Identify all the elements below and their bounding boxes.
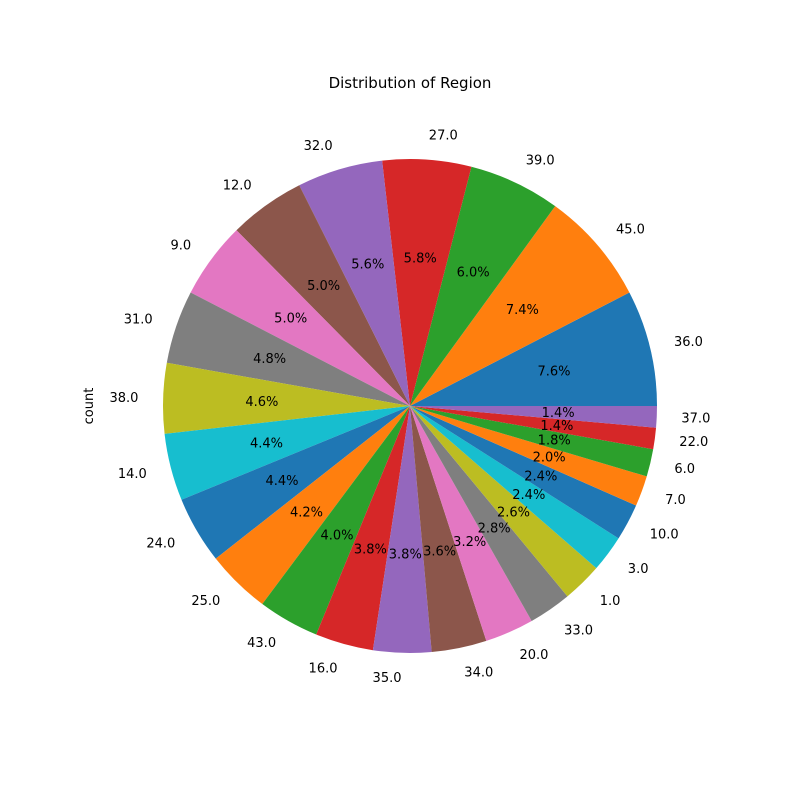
- category-labels: 36.0 45.0 39.0 27.0 32.0 12.0 9.0 31.0 38.0 14.0 2…: [109, 128, 710, 686]
- category-label: 45.0: [616, 222, 645, 237]
- pie-slice-7-0: [410, 406, 647, 506]
- percent-label: 5.8%: [404, 252, 437, 267]
- pie-slice-27-0: [382, 159, 472, 406]
- pie-slice-35-0: [372, 406, 432, 654]
- category-label: 7.0: [665, 493, 686, 508]
- percent-label: 4.4%: [250, 436, 283, 451]
- percent-labels: 7.6% 7.4% 6.0% 5.8% 5.6% 5.0% 5.0% 4.8% 4.6% 4.4%…: [245, 252, 574, 563]
- percent-label: 5.0%: [307, 279, 340, 294]
- category-label: 3.0: [628, 562, 649, 577]
- percent-label: 4.4%: [265, 474, 298, 489]
- category-label: 39.0: [526, 154, 555, 169]
- category-label: 14.0: [118, 467, 147, 482]
- pie-slice-38-0: [162, 362, 410, 434]
- category-label: 1.0: [600, 594, 621, 609]
- category-label: 32.0: [304, 139, 333, 154]
- percent-label: 2.4%: [524, 469, 557, 484]
- percent-label: 5.0%: [274, 312, 307, 327]
- percent-label: 3.8%: [354, 542, 387, 557]
- percent-label: 3.6%: [423, 545, 456, 560]
- category-label: 31.0: [124, 312, 153, 327]
- pie-slice-14-0: [164, 406, 410, 500]
- category-label: 27.0: [429, 128, 458, 143]
- category-label: 35.0: [373, 671, 402, 686]
- pie-slice-34-0: [410, 406, 487, 653]
- category-label: 25.0: [191, 594, 220, 609]
- percent-label: 4.0%: [320, 529, 353, 544]
- category-label: 12.0: [223, 179, 252, 194]
- category-label: 22.0: [679, 435, 708, 450]
- y-axis-label: count: [82, 388, 97, 425]
- category-label: 10.0: [650, 527, 679, 542]
- category-label: 33.0: [564, 623, 593, 638]
- pie-slice-3-0: [410, 406, 619, 569]
- pie-slice-39-0: [410, 166, 556, 406]
- percent-label: 2.6%: [497, 506, 530, 521]
- category-label: 9.0: [171, 238, 192, 253]
- percent-label: 6.0%: [457, 265, 490, 280]
- percent-label: 7.4%: [506, 303, 539, 318]
- percent-label: 4.6%: [245, 395, 278, 410]
- pie-slice-36-0: [410, 292, 657, 406]
- pie-slice-12-0: [236, 185, 410, 406]
- pie-slice-6-0: [410, 406, 654, 477]
- percent-label: 3.8%: [389, 548, 422, 563]
- percent-label: 3.2%: [453, 535, 486, 550]
- pie-slice-32-0: [299, 160, 410, 406]
- category-label: 38.0: [109, 391, 138, 406]
- pie-slice-1-0: [410, 406, 597, 597]
- percent-label: 4.8%: [253, 352, 286, 367]
- percent-label: 2.0%: [533, 451, 566, 466]
- percent-label: 5.6%: [351, 257, 384, 272]
- pie-slice-43-0: [262, 406, 410, 635]
- category-label: 37.0: [681, 411, 710, 426]
- pie-slices: [162, 159, 658, 654]
- percent-label: 2.4%: [512, 488, 545, 503]
- pie-slice-45-0: [410, 206, 630, 406]
- category-label: 36.0: [674, 335, 703, 350]
- pie-slice-37-0: [410, 406, 658, 428]
- percent-label: 2.8%: [478, 522, 511, 537]
- pie-slice-16-0: [316, 406, 410, 651]
- category-label: 20.0: [520, 648, 549, 663]
- percent-label: 1.4%: [542, 406, 575, 421]
- pie-slice-25-0: [215, 406, 410, 604]
- category-label: 43.0: [247, 636, 276, 651]
- pie-slice-10-0: [410, 406, 637, 539]
- pie-slice-24-0: [181, 406, 410, 559]
- percent-label: 1.8%: [538, 434, 571, 449]
- category-label: 6.0: [674, 462, 695, 477]
- pie-slice-33-0: [410, 406, 568, 621]
- pie-slice-9-0: [190, 230, 410, 406]
- percent-label: 4.2%: [290, 506, 323, 521]
- pie-slice-31-0: [166, 292, 410, 406]
- category-label: 34.0: [464, 666, 493, 681]
- pie-slice-20-0: [410, 406, 532, 641]
- percent-label: 1.4%: [540, 419, 573, 434]
- category-label: 24.0: [146, 536, 175, 551]
- chart-title: Distribution of Region: [329, 74, 492, 92]
- category-label: 16.0: [309, 661, 338, 676]
- percent-label: 7.6%: [537, 365, 570, 380]
- pie-slice-22-0: [410, 406, 657, 450]
